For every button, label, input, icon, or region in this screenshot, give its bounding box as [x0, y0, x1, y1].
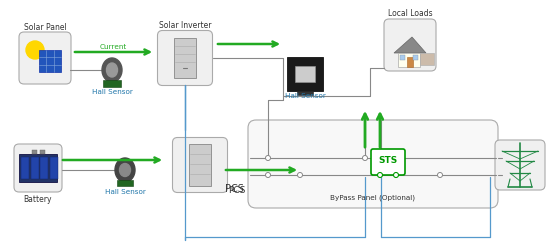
- FancyBboxPatch shape: [117, 180, 133, 186]
- Text: PCS: PCS: [225, 184, 244, 194]
- Circle shape: [297, 172, 302, 177]
- FancyBboxPatch shape: [495, 140, 545, 190]
- FancyBboxPatch shape: [21, 157, 29, 179]
- Text: Current: Current: [100, 44, 127, 50]
- Text: Hall Sensor: Hall Sensor: [91, 89, 132, 95]
- FancyBboxPatch shape: [371, 149, 405, 175]
- Circle shape: [265, 172, 270, 177]
- Circle shape: [26, 41, 44, 59]
- Text: Hall Sensor: Hall Sensor: [285, 93, 325, 99]
- FancyBboxPatch shape: [19, 32, 71, 84]
- Ellipse shape: [102, 58, 122, 82]
- FancyBboxPatch shape: [40, 157, 48, 179]
- Text: ByPass Panel (Optional): ByPass Panel (Optional): [331, 195, 416, 201]
- FancyBboxPatch shape: [420, 53, 434, 65]
- FancyBboxPatch shape: [297, 91, 313, 95]
- FancyBboxPatch shape: [413, 55, 418, 60]
- FancyBboxPatch shape: [248, 120, 498, 208]
- Ellipse shape: [115, 158, 135, 182]
- FancyBboxPatch shape: [103, 80, 121, 87]
- Ellipse shape: [106, 63, 117, 77]
- Circle shape: [438, 172, 443, 177]
- FancyBboxPatch shape: [398, 53, 420, 67]
- FancyBboxPatch shape: [49, 157, 58, 179]
- FancyBboxPatch shape: [295, 66, 315, 82]
- FancyBboxPatch shape: [172, 137, 228, 193]
- Text: Battery: Battery: [24, 195, 52, 204]
- FancyBboxPatch shape: [19, 154, 57, 182]
- FancyBboxPatch shape: [384, 19, 436, 71]
- Circle shape: [377, 172, 382, 177]
- Text: Solar Panel: Solar Panel: [24, 23, 66, 32]
- Ellipse shape: [120, 163, 131, 176]
- Text: PCS: PCS: [228, 186, 246, 195]
- Text: STS: STS: [378, 156, 398, 164]
- Circle shape: [393, 172, 398, 177]
- FancyBboxPatch shape: [287, 57, 323, 91]
- Text: Solar Inverter: Solar Inverter: [159, 21, 211, 30]
- FancyBboxPatch shape: [174, 38, 196, 78]
- FancyBboxPatch shape: [14, 144, 62, 192]
- Polygon shape: [394, 37, 426, 53]
- Text: Local Loads: Local Loads: [388, 10, 432, 19]
- FancyBboxPatch shape: [40, 150, 45, 154]
- FancyBboxPatch shape: [32, 150, 37, 154]
- FancyBboxPatch shape: [30, 157, 38, 179]
- FancyBboxPatch shape: [157, 30, 213, 86]
- Polygon shape: [39, 50, 61, 72]
- FancyBboxPatch shape: [407, 57, 413, 67]
- Text: Hall Sensor: Hall Sensor: [105, 189, 146, 195]
- FancyBboxPatch shape: [400, 55, 405, 60]
- FancyBboxPatch shape: [189, 144, 211, 186]
- Circle shape: [362, 156, 367, 160]
- Circle shape: [265, 156, 270, 160]
- Circle shape: [378, 156, 383, 160]
